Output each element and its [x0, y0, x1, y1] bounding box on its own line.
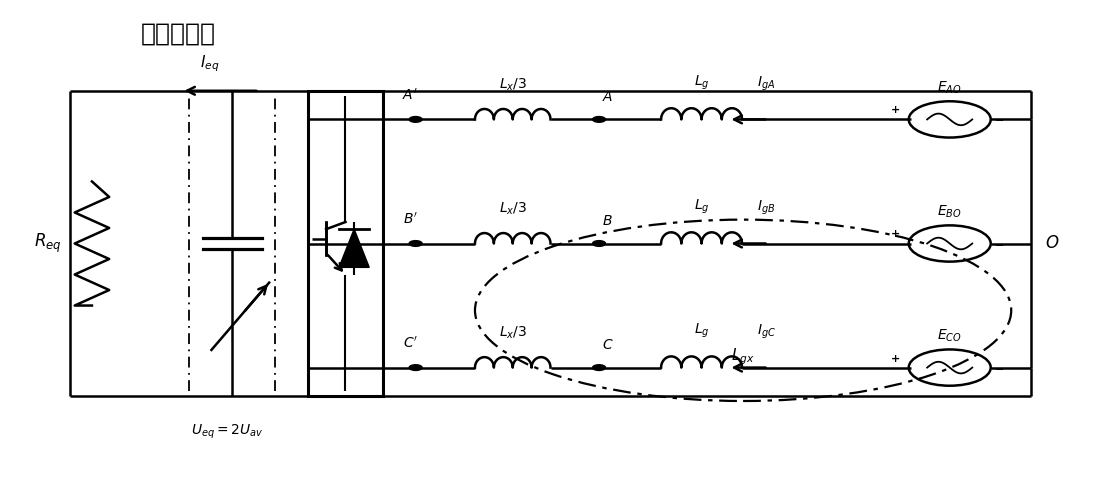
Text: $R_{eq}$: $R_{eq}$: [34, 232, 62, 255]
Text: $I_{gB}$: $I_{gB}$: [757, 199, 775, 217]
Text: $L_{gx}$: $L_{gx}$: [731, 346, 755, 367]
Text: $-$: $-$: [994, 114, 1004, 124]
Text: $L_x/3$: $L_x/3$: [499, 201, 527, 217]
Text: $E_{CO}$: $E_{CO}$: [937, 327, 962, 344]
Text: $B$: $B$: [602, 214, 613, 228]
Text: +: +: [891, 105, 901, 115]
Text: $I_{eq}$: $I_{eq}$: [200, 54, 219, 74]
Text: +: +: [891, 354, 901, 363]
Text: $I_{gA}$: $I_{gA}$: [757, 75, 775, 93]
Text: $L_x/3$: $L_x/3$: [499, 77, 527, 93]
Text: $A'$: $A'$: [402, 88, 418, 103]
Circle shape: [410, 241, 422, 246]
Text: $E_{BO}$: $E_{BO}$: [937, 203, 962, 220]
Polygon shape: [339, 229, 369, 267]
Text: $C'$: $C'$: [403, 336, 417, 351]
Text: $L_g$: $L_g$: [694, 321, 709, 340]
Circle shape: [592, 241, 606, 246]
Circle shape: [410, 365, 422, 371]
Text: $L_g$: $L_g$: [694, 74, 709, 92]
Text: $L_x/3$: $L_x/3$: [499, 325, 527, 341]
Circle shape: [592, 365, 606, 371]
Text: $U_{eq}=2U_{av}$: $U_{eq}=2U_{av}$: [190, 422, 263, 441]
FancyBboxPatch shape: [308, 91, 383, 396]
Text: $C$: $C$: [602, 338, 613, 352]
Circle shape: [410, 116, 422, 122]
Text: $-$: $-$: [994, 239, 1004, 248]
Text: +: +: [891, 229, 901, 240]
Text: $I_{gC}$: $I_{gC}$: [756, 323, 776, 341]
Text: $E_{AO}$: $E_{AO}$: [937, 79, 962, 95]
Text: $O$: $O$: [1045, 235, 1059, 252]
Text: 等效直流侧: 等效直流侧: [141, 21, 216, 45]
Text: $-$: $-$: [994, 363, 1004, 373]
Text: $A$: $A$: [602, 90, 613, 104]
Circle shape: [592, 116, 606, 122]
Text: $L_g$: $L_g$: [694, 198, 709, 216]
Text: $B'$: $B'$: [403, 211, 417, 227]
